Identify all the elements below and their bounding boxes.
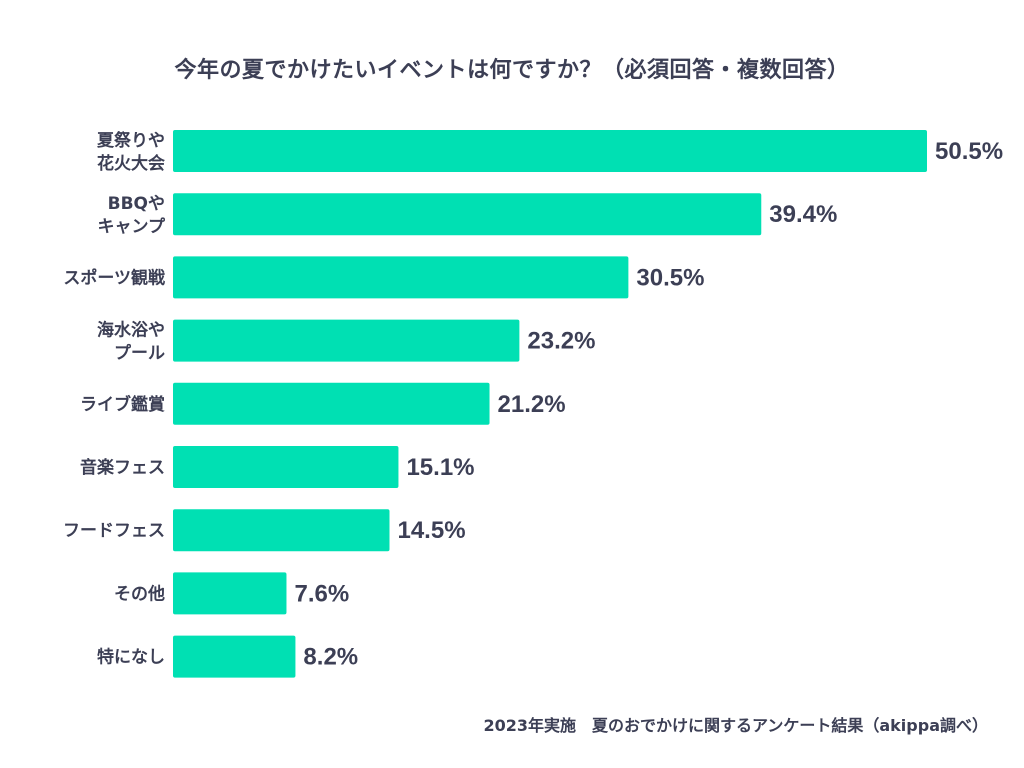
bar-5 [173, 446, 399, 488]
category-label-4: ライブ鑑賞 [80, 394, 165, 415]
chart-title: 今年の夏でかけたいイベントは何ですか？（必須回答・複数回答） [174, 58, 850, 83]
value-label-3: 23.2% [527, 328, 595, 355]
bar-3 [173, 319, 520, 362]
value-label-2: 30.5% [636, 264, 704, 291]
category-label-8: 特になし [97, 647, 165, 668]
category-label-7: その他 [114, 583, 165, 604]
value-label-1: 39.4% [769, 201, 837, 228]
category-label-5: 音楽フェス [80, 457, 165, 478]
chart-footer: 2023年実施 夏のおでかけに関するアンケート結果（akippa調べ） [483, 716, 988, 735]
category-label-0: 夏祭りや花火大会 [97, 130, 165, 174]
bar-2 [173, 256, 629, 299]
bar-0 [173, 130, 927, 172]
bar-4 [173, 382, 490, 425]
value-label-0: 50.5% [935, 138, 1003, 165]
category-label-6: フードフェス [63, 521, 165, 541]
value-label-6: 14.5% [397, 517, 465, 544]
value-label-8: 8.2% [303, 644, 358, 671]
category-label-3: 海水浴やプール [97, 320, 165, 364]
value-label-5: 15.1% [406, 454, 474, 481]
bar-1 [173, 193, 762, 236]
value-label-7: 7.6% [294, 580, 349, 607]
bar-7 [173, 572, 287, 615]
category-label-1: BBQやキャンプ [98, 194, 166, 237]
bar-8 [173, 635, 296, 678]
bar-6 [173, 509, 390, 552]
category-label-2: スポーツ観戦 [63, 267, 166, 288]
value-label-4: 21.2% [498, 391, 566, 418]
